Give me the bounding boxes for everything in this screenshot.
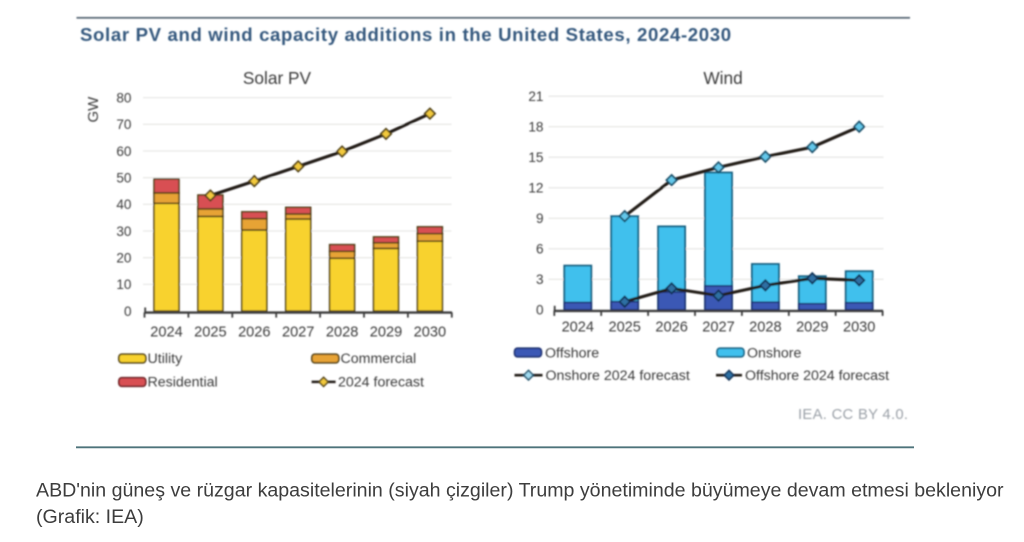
svg-text:6: 6 xyxy=(536,242,544,257)
svg-text:Utility: Utility xyxy=(148,351,184,367)
svg-text:20: 20 xyxy=(116,251,132,266)
svg-text:2025: 2025 xyxy=(194,325,226,341)
svg-text:9: 9 xyxy=(536,211,544,226)
svg-text:Residential: Residential xyxy=(148,375,218,391)
svg-text:Wind: Wind xyxy=(703,68,742,88)
svg-text:Onshore 2024 forecast: Onshore 2024 forecast xyxy=(546,368,690,384)
svg-text:2029: 2029 xyxy=(370,325,402,341)
svg-text:3: 3 xyxy=(536,272,544,287)
svg-text:Onshore: Onshore xyxy=(747,346,802,362)
svg-text:2024 forecast: 2024 forecast xyxy=(338,375,424,391)
svg-text:18: 18 xyxy=(528,120,543,135)
svg-text:Solar PV and wind capacity add: Solar PV and wind capacity additions in … xyxy=(80,24,732,45)
svg-text:50: 50 xyxy=(116,171,132,186)
svg-text:80: 80 xyxy=(116,90,132,105)
svg-text:2028: 2028 xyxy=(749,320,781,336)
svg-text:2026: 2026 xyxy=(655,320,687,336)
svg-text:2026: 2026 xyxy=(238,325,270,341)
svg-text:Offshore 2024 forecast: Offshore 2024 forecast xyxy=(745,368,889,384)
svg-text:70: 70 xyxy=(116,117,132,132)
svg-text:2024: 2024 xyxy=(150,325,182,341)
svg-text:GW: GW xyxy=(85,96,102,123)
svg-text:2027: 2027 xyxy=(702,320,734,336)
svg-text:Offshore: Offshore xyxy=(545,346,599,362)
svg-text:12: 12 xyxy=(528,181,543,196)
svg-text:(Grafik: IEA): (Grafik: IEA) xyxy=(36,506,144,528)
svg-text:Solar PV: Solar PV xyxy=(243,68,312,88)
svg-text:Commercial: Commercial xyxy=(341,351,417,367)
svg-text:60: 60 xyxy=(116,144,132,159)
svg-text:40: 40 xyxy=(116,197,132,212)
svg-text:2024: 2024 xyxy=(562,320,594,336)
svg-text:21: 21 xyxy=(528,89,543,104)
svg-text:2030: 2030 xyxy=(414,325,446,341)
svg-text:10: 10 xyxy=(116,277,132,292)
svg-text:2025: 2025 xyxy=(608,320,640,336)
svg-text:IEA. CC BY 4.0.: IEA. CC BY 4.0. xyxy=(798,407,908,423)
svg-text:15: 15 xyxy=(528,150,543,165)
svg-text:30: 30 xyxy=(116,224,132,239)
svg-text:ABD'nin güneş ve rüzgar kapasi: ABD'nin güneş ve rüzgar kapasitelerinin … xyxy=(36,480,1004,502)
svg-text:2027: 2027 xyxy=(282,325,314,341)
svg-text:2030: 2030 xyxy=(843,320,875,336)
svg-text:2028: 2028 xyxy=(326,325,358,341)
svg-text:0: 0 xyxy=(536,303,544,318)
svg-text:0: 0 xyxy=(124,304,132,319)
svg-text:2029: 2029 xyxy=(796,320,828,336)
